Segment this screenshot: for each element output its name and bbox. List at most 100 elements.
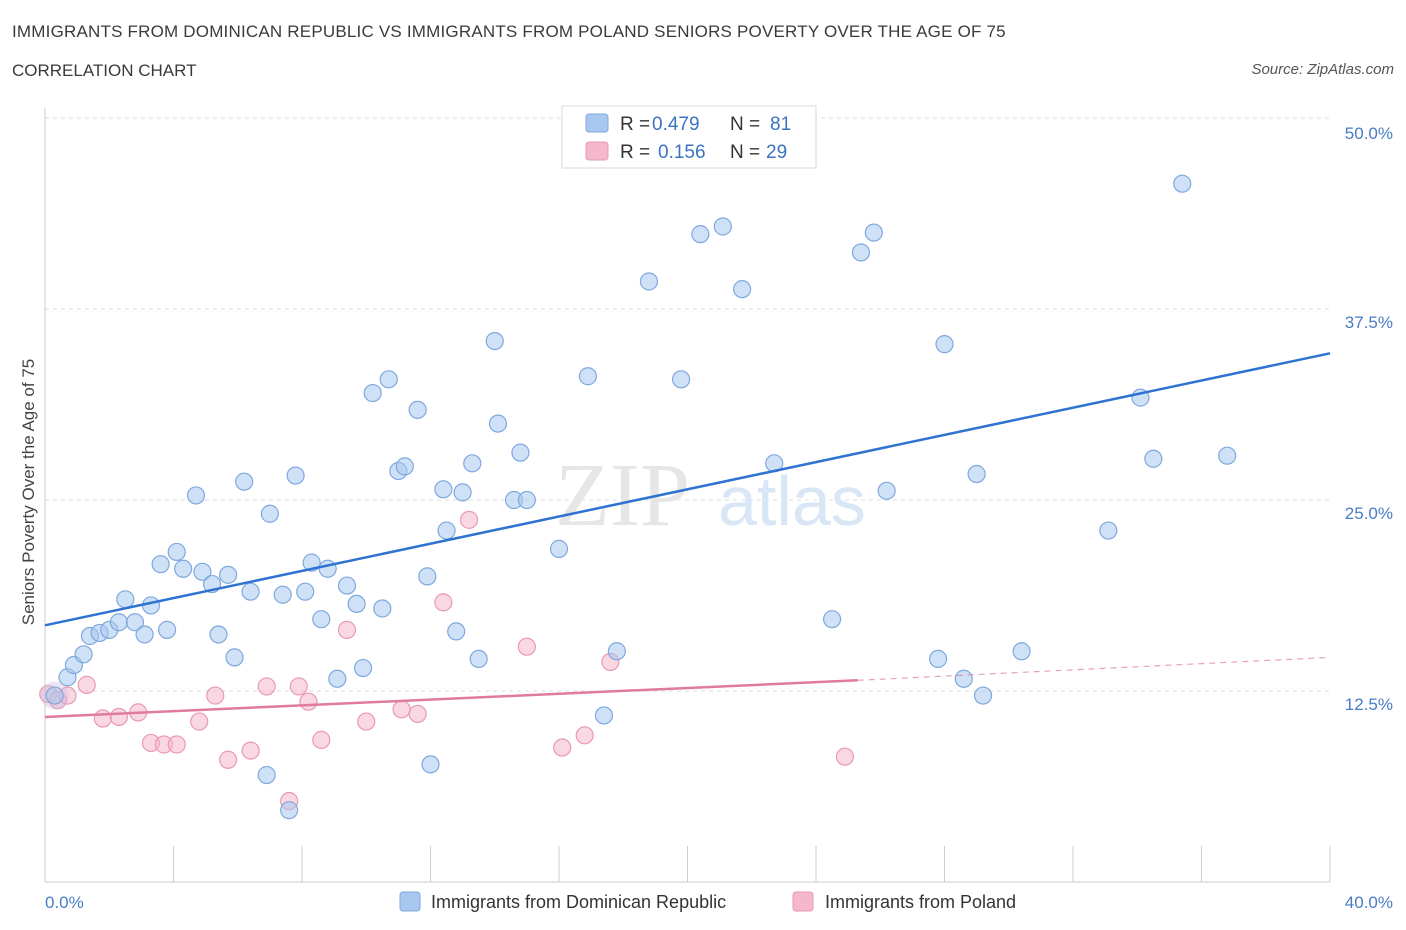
y-tick-label-2: 37.5% xyxy=(1345,313,1393,332)
point-dominican-57 xyxy=(578,367,598,386)
point-poland-13 xyxy=(241,741,260,760)
legend-r-value-2: 0.156 xyxy=(658,142,706,163)
point-dominican-43 xyxy=(418,567,437,586)
point-dominican-69 xyxy=(877,481,896,500)
point-poland-12 xyxy=(219,750,238,769)
point-dominican-51 xyxy=(485,331,504,351)
point-dominican-24 xyxy=(257,765,276,785)
point-dominican-45 xyxy=(434,480,453,499)
point-poland-29 xyxy=(835,747,855,766)
point-dominican-71 xyxy=(935,335,954,354)
point-dominican-75 xyxy=(1012,642,1031,661)
point-poland-14 xyxy=(257,677,276,696)
point-poland-5 xyxy=(109,707,128,727)
point-dominican-23 xyxy=(241,582,260,601)
point-dominican-46 xyxy=(437,521,456,540)
bottom-legend-label-poland: Immigrants from Poland xyxy=(825,892,1016,912)
point-dominican-17 xyxy=(193,562,212,581)
point-dominican-54 xyxy=(511,443,530,462)
point-dominican-79 xyxy=(1173,174,1192,193)
trend-lines xyxy=(44,352,1331,719)
point-dominican-72 xyxy=(954,669,973,688)
point-dominican-19 xyxy=(209,625,228,644)
top-legend: R = 0.479 N = 81 R = 0.156 N = 29 xyxy=(561,105,817,169)
point-dominican-13 xyxy=(157,620,177,639)
y-axis-label: Seniors Poverty Over the Age of 75 xyxy=(19,359,38,625)
point-dominican-55 xyxy=(517,490,536,510)
legend-n-value-2: 29 xyxy=(766,142,787,163)
point-dominican-60 xyxy=(639,272,659,291)
point-dominican-38 xyxy=(373,599,392,618)
point-dominican-52 xyxy=(488,414,508,433)
chart-subtitle: CORRELATION CHART xyxy=(12,61,197,80)
point-poland-25 xyxy=(517,637,536,656)
point-poland-20 xyxy=(357,712,376,731)
point-dominican-76 xyxy=(1099,521,1118,540)
point-poland-24 xyxy=(459,510,479,529)
x-tick-label-0: 0.0% xyxy=(45,893,84,912)
x-tick-label-1: 40.0% xyxy=(1345,893,1393,912)
point-dominican-74 xyxy=(973,686,993,705)
series-dominican-points xyxy=(45,174,1237,820)
point-dominican-56 xyxy=(549,539,569,558)
y-tick-labels: 12.5% 25.0% 37.5% 50.0% xyxy=(1345,124,1393,714)
point-dominican-50 xyxy=(469,649,488,669)
point-dominican-26 xyxy=(273,585,292,604)
bottom-legend: Immigrants from Dominican Republic Immig… xyxy=(399,891,1016,912)
point-dominican-9 xyxy=(125,613,145,632)
point-poland-10 xyxy=(190,712,209,731)
point-poland-4 xyxy=(93,709,112,728)
x-tick-labels: 0.0% 40.0% xyxy=(45,893,1393,912)
point-dominican-34 xyxy=(337,576,357,595)
point-dominican-12 xyxy=(151,555,170,574)
point-dominican-49 xyxy=(463,454,482,473)
trend-line-dominican xyxy=(44,352,1331,627)
trend-line-poland xyxy=(44,679,858,719)
point-dominican-61 xyxy=(671,370,691,389)
point-dominican-31 xyxy=(312,610,331,629)
point-poland-23 xyxy=(434,593,453,612)
point-poland-17 xyxy=(299,692,318,711)
point-dominican-10 xyxy=(135,625,154,644)
point-dominican-48 xyxy=(453,483,472,502)
point-dominican-64 xyxy=(733,280,752,299)
point-dominican-59 xyxy=(607,642,626,661)
watermark: ZIP atlas xyxy=(555,446,866,545)
point-dominican-21 xyxy=(225,648,244,667)
point-dominican-62 xyxy=(691,225,710,244)
watermark-zip: ZIP xyxy=(555,446,690,545)
point-dominican-25 xyxy=(260,504,279,523)
legend-r-label-2: R = xyxy=(620,142,650,163)
point-dominican-66 xyxy=(822,610,842,629)
legend-n-label-2: N = xyxy=(730,142,760,163)
point-poland-26 xyxy=(553,738,572,757)
point-dominican-35 xyxy=(347,594,366,614)
bottom-legend-swatch-dominican xyxy=(399,891,421,912)
legend-n-label-1: N = xyxy=(730,114,760,135)
point-dominican-47 xyxy=(447,622,466,641)
point-dominican-28 xyxy=(286,466,305,485)
point-dominican-16 xyxy=(186,486,206,505)
point-dominican-44 xyxy=(421,755,440,774)
legend-swatch-poland xyxy=(585,141,609,161)
point-dominican-78 xyxy=(1144,449,1163,468)
chart-title: IMMIGRANTS FROM DOMINICAN REPUBLIC VS IM… xyxy=(12,22,1006,41)
bottom-legend-swatch-poland xyxy=(792,891,814,912)
legend-swatch-dominican xyxy=(585,113,609,133)
y-tick-label-1: 25.0% xyxy=(1345,504,1393,523)
axes xyxy=(44,108,1331,883)
source-label: Source: ZipAtlas.com xyxy=(1251,61,1394,78)
y-tick-label-3: 50.0% xyxy=(1345,124,1393,143)
point-dominican-36 xyxy=(353,658,373,678)
point-dominican-67 xyxy=(851,243,871,262)
point-poland-22 xyxy=(408,704,427,724)
point-dominican-68 xyxy=(864,223,883,242)
point-poland-9 xyxy=(167,735,186,754)
point-dominican-15 xyxy=(174,559,193,578)
point-dominican-32 xyxy=(318,559,337,578)
point-poland-19 xyxy=(337,620,357,639)
point-dominican-29 xyxy=(296,582,315,601)
point-dominican-0 xyxy=(45,686,64,705)
y-tick-label-0: 12.5% xyxy=(1345,695,1393,714)
